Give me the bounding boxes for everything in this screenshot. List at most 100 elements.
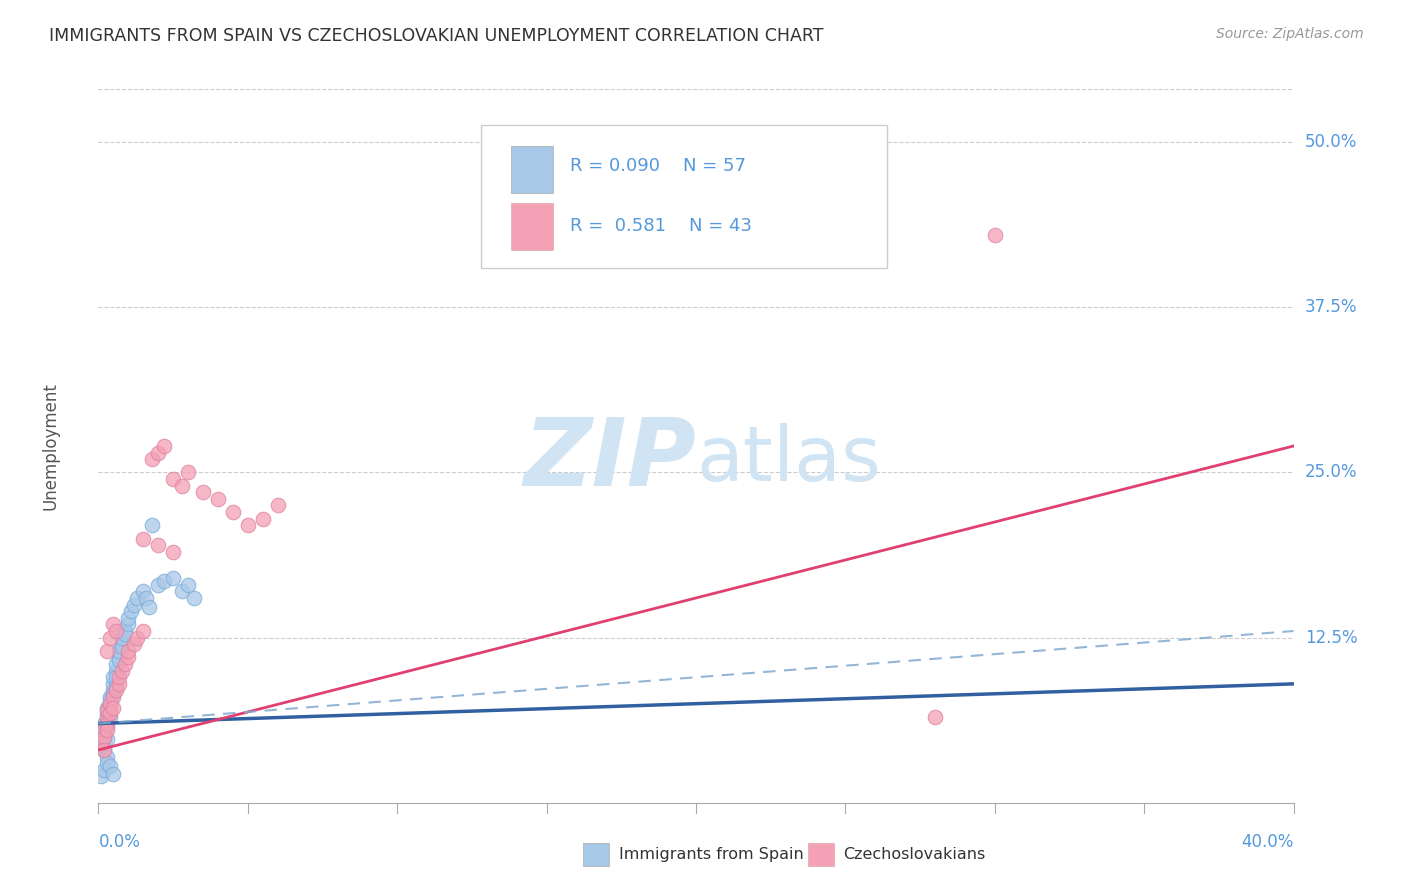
Point [96, 756, 118, 771]
Point [96, 644, 118, 658]
Point [105, 680, 128, 694]
FancyBboxPatch shape [481, 125, 887, 268]
Point [93, 743, 115, 757]
Point [111, 640, 134, 654]
Point [207, 491, 229, 506]
Point [177, 466, 200, 480]
Point [117, 617, 139, 632]
Point [103, 670, 125, 684]
Point [252, 511, 274, 525]
Point [98, 759, 122, 773]
Point [127, 591, 149, 605]
Text: Immigrants from Spain: Immigrants from Spain [619, 847, 803, 862]
Point [148, 578, 170, 592]
Point [93, 730, 115, 744]
Point [127, 631, 149, 645]
Text: atlas: atlas [696, 424, 880, 497]
Text: 12.5%: 12.5% [1305, 629, 1357, 647]
Point [124, 598, 146, 612]
Point [111, 664, 134, 678]
Point [108, 670, 131, 684]
Point [96, 723, 118, 738]
Point [96, 719, 118, 733]
Point [132, 532, 155, 546]
Point [103, 683, 125, 698]
Point [153, 439, 176, 453]
Point [120, 604, 142, 618]
Point [93, 743, 115, 757]
Text: 25.0%: 25.0% [1305, 464, 1357, 482]
Point [90, 730, 112, 744]
Point [153, 574, 176, 588]
Point [132, 624, 155, 638]
Point [96, 706, 118, 720]
Point [93, 723, 115, 738]
Text: 0.0%: 0.0% [98, 833, 141, 851]
Point [924, 710, 946, 724]
Point [103, 677, 125, 691]
Point [98, 690, 122, 704]
Point [98, 710, 122, 724]
Text: 40.0%: 40.0% [1241, 833, 1294, 851]
Point [108, 677, 131, 691]
Point [93, 732, 115, 747]
Point [98, 697, 122, 711]
Point [141, 518, 163, 533]
Text: R =  0.581    N = 43: R = 0.581 N = 43 [571, 218, 752, 235]
Point [103, 690, 125, 704]
Point [98, 703, 122, 717]
Point [172, 584, 194, 599]
Text: ZIP: ZIP [523, 414, 696, 507]
Point [90, 736, 112, 750]
Point [105, 624, 128, 638]
Point [108, 650, 131, 665]
Point [114, 624, 136, 638]
Text: 50.0%: 50.0% [1305, 133, 1357, 151]
Point [267, 499, 290, 513]
Text: Czechoslovakians: Czechoslovakians [844, 847, 986, 862]
Point [111, 637, 134, 651]
Point [90, 736, 112, 750]
Point [90, 769, 112, 783]
FancyBboxPatch shape [510, 146, 553, 193]
Point [90, 723, 112, 738]
Text: 37.5%: 37.5% [1305, 298, 1357, 317]
Point [177, 578, 200, 592]
Point [162, 571, 184, 585]
Point [103, 700, 125, 714]
Text: Unemployment: Unemployment [42, 382, 59, 510]
Point [98, 631, 122, 645]
Point [162, 545, 184, 559]
Point [96, 749, 118, 764]
Point [105, 670, 128, 684]
Point [96, 700, 118, 714]
Point [105, 657, 128, 671]
Point [183, 591, 205, 605]
Point [96, 703, 118, 717]
Point [103, 688, 125, 702]
Point [114, 657, 136, 671]
Point [983, 227, 1005, 242]
FancyBboxPatch shape [510, 203, 553, 250]
Text: Source: ZipAtlas.com: Source: ZipAtlas.com [1216, 27, 1364, 41]
Point [222, 505, 245, 519]
Point [114, 626, 136, 640]
Point [138, 600, 160, 615]
Point [135, 591, 157, 605]
Point [96, 710, 118, 724]
Point [98, 692, 122, 706]
Point [148, 445, 170, 459]
Point [103, 617, 125, 632]
Point [93, 763, 115, 777]
Point [105, 664, 128, 678]
Point [124, 637, 146, 651]
Point [172, 478, 194, 492]
Point [141, 452, 163, 467]
Point [98, 706, 122, 720]
Point [162, 472, 184, 486]
Point [96, 716, 118, 731]
Point [117, 650, 139, 665]
Point [132, 584, 155, 599]
Point [103, 766, 125, 780]
Point [96, 732, 118, 747]
